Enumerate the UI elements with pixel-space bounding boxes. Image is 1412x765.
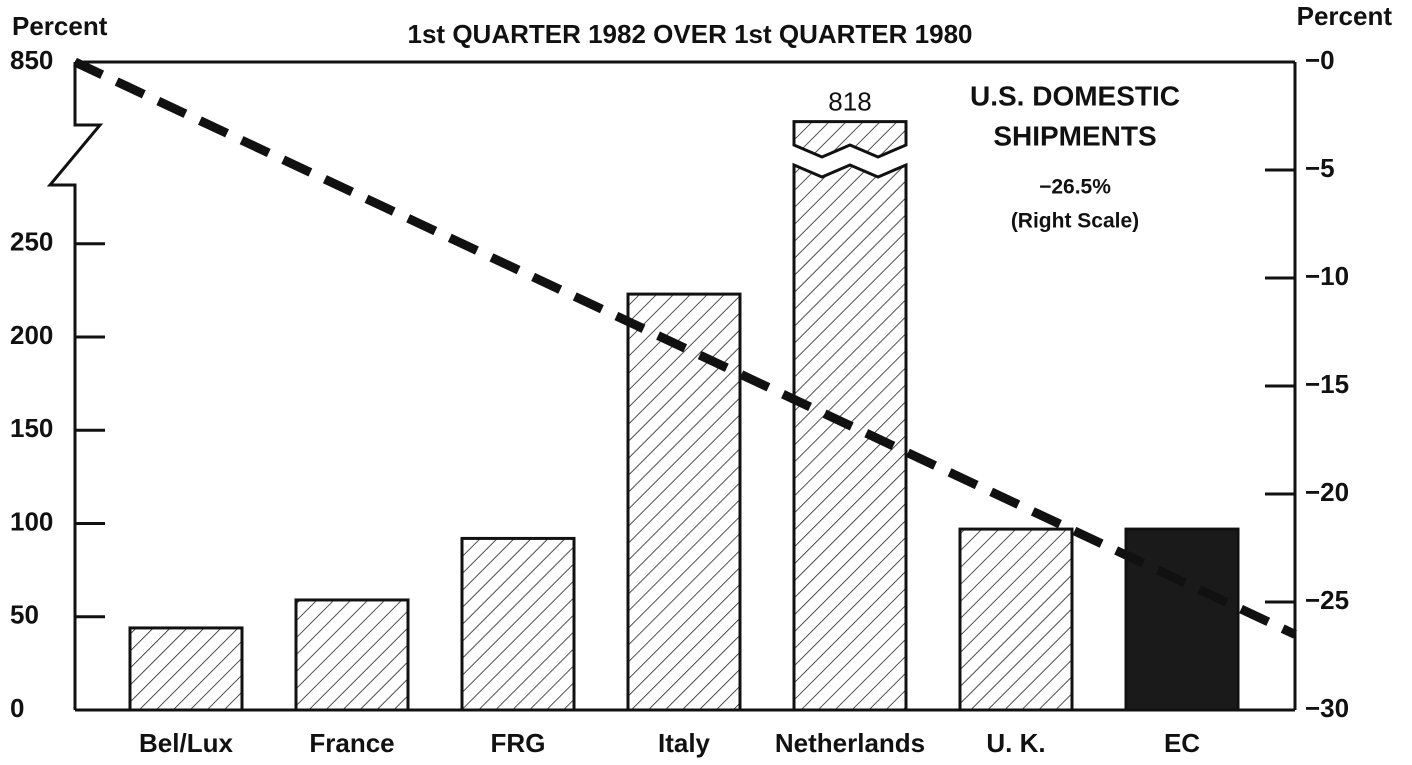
y-tick-label: 200 xyxy=(10,320,53,350)
bar xyxy=(294,598,410,712)
line-note: (Right Scale) xyxy=(1011,210,1139,233)
y2-tick-label: −5 xyxy=(1305,153,1335,183)
y-axis-line xyxy=(46,62,104,710)
y2-axis-label: Percent xyxy=(1297,1,1393,31)
y-tick-label: 50 xyxy=(10,600,39,630)
y-tick-label: 150 xyxy=(10,413,53,443)
bar xyxy=(792,162,908,712)
y-tick-label: 0 xyxy=(10,693,24,723)
x-tick-label: France xyxy=(309,728,394,758)
line-value-label: −26.5% xyxy=(1039,176,1111,199)
bar xyxy=(1124,527,1240,712)
y2-tick-label: −10 xyxy=(1305,261,1349,291)
bar xyxy=(460,536,576,712)
chart-title: 1st QUARTER 1982 OVER 1st QUARTER 1980 xyxy=(408,19,973,49)
bar xyxy=(128,626,244,712)
x-tick-label: Bel/Lux xyxy=(139,728,233,758)
bar xyxy=(958,527,1074,712)
y2-tick-label: −25 xyxy=(1305,585,1349,615)
y2-tick-label: −30 xyxy=(1305,693,1349,723)
data-label: 818 xyxy=(828,87,871,117)
bar xyxy=(626,292,742,712)
x-tick-label: Netherlands xyxy=(775,728,925,758)
x-tick-label: FRG xyxy=(491,728,546,758)
x-tick-label: U. K. xyxy=(986,728,1045,758)
line-label: U.S. DOMESTIC xyxy=(970,80,1180,111)
y-tick-label: 250 xyxy=(10,227,53,257)
line xyxy=(73,57,1297,639)
y-tick-label: 850 xyxy=(10,45,53,75)
y2-tick-label: −0 xyxy=(1305,45,1335,75)
y2-tick-label: −15 xyxy=(1305,369,1349,399)
y-axis-label: Percent xyxy=(12,11,108,41)
y-tick-label: 100 xyxy=(10,506,53,536)
x-tick-label: Italy xyxy=(658,728,711,758)
y2-tick-label: −20 xyxy=(1305,477,1349,507)
x-tick-label: EC xyxy=(1164,728,1200,758)
line-label: SHIPMENTS xyxy=(993,120,1156,151)
bar-top xyxy=(792,120,908,159)
